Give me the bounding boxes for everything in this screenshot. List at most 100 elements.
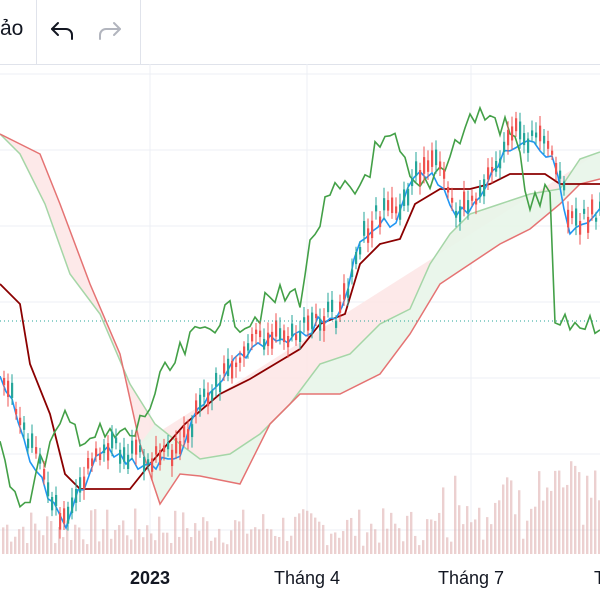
candle-body [147,459,150,465]
volume-bar [362,545,365,554]
candle-body [27,438,30,449]
candle-body [323,316,326,331]
volume-bar [66,520,69,554]
volume-bar [398,528,401,554]
volume-bar [518,490,521,554]
volume-bar [130,539,133,554]
volume-bar [158,516,161,554]
candle-body [455,210,458,218]
volume-bar [598,500,600,554]
volume-bar [482,539,485,554]
candle-body [127,454,130,469]
volume-bar [502,484,505,554]
volume-bar [394,523,397,554]
volume-bar [322,524,325,554]
volume-bar [574,465,577,554]
volume-bar [318,521,321,554]
candle-body [151,458,154,472]
volume-bar [82,539,85,554]
volume-bar [382,508,385,554]
candle-body [443,170,446,179]
volume-bar [554,470,557,554]
volume-bar [146,525,149,554]
candle-body [51,496,54,511]
volume-bar [294,516,297,554]
candle-body [463,191,466,210]
candle-body [47,482,50,497]
volume-bar [594,470,597,554]
candle-body [347,288,350,298]
candle-body [343,283,346,300]
volume-bar [410,511,413,554]
candle-body [223,363,226,374]
candle-body [215,372,218,387]
volume-bar [466,506,469,554]
volume-bar [226,544,229,554]
volume-bar [578,472,581,554]
toolbar-partial-label: ảo [0,17,24,40]
volume-bar [18,529,21,554]
volume-bar [218,528,221,554]
undo-button[interactable] [46,14,80,48]
candle-body [75,488,78,503]
candle-body [303,317,306,323]
volume-bar [26,543,29,554]
candle-body [331,299,334,312]
volume-bar [222,542,225,554]
candle-body [543,135,546,144]
redo-button[interactable] [92,14,126,48]
candle-body [279,328,282,340]
volume-bar [38,530,41,554]
candle-body [87,458,90,469]
candle-body [519,121,522,140]
volume-bar [330,533,333,554]
candle-body [383,198,386,211]
candle-body [135,439,138,455]
x-tick-edge: T [594,568,600,588]
ichimoku-chart[interactable]: 2023 Tháng 4 Tháng 7 T [0,64,600,600]
candle-body [327,301,330,313]
candle-body [287,336,290,348]
candle-body [99,453,102,460]
candle-body [515,118,518,132]
indicator-lines [0,105,600,531]
candle-body [375,205,378,212]
volume-bar [194,523,197,554]
volume-bar [78,527,81,554]
candle-body [539,125,542,142]
volume-bar [422,540,425,554]
candle-body [59,513,62,530]
candle-body [167,442,170,450]
candle-body [335,320,338,328]
volume-bar [454,475,457,554]
volume-bar [154,540,157,554]
candle-body [275,320,278,337]
volume-bar [70,539,73,554]
volume-bar [342,531,345,554]
candle-body [451,197,454,203]
volume-bars [2,461,600,554]
candle-body [183,426,186,438]
volume-bar [426,519,429,554]
volume-bar [94,509,97,554]
volume-bar [506,477,509,554]
volume-bar [446,537,449,554]
volume-bar [206,521,209,554]
candle-body [307,315,310,331]
volume-bar [214,537,217,554]
volume-bar [490,524,493,554]
candle-body [179,441,182,455]
candle-body [299,331,302,342]
volume-bar [258,529,261,554]
candle-body [271,331,274,349]
candle-body [119,449,122,464]
candle-body [247,343,250,351]
candle-body [291,323,294,337]
candle-body [7,380,10,397]
volume-bar [418,545,421,554]
candle-body [131,440,134,454]
volume-bar [10,541,13,554]
volume-bar [310,513,313,554]
volume-bar [374,529,377,554]
volume-bar [98,541,101,554]
